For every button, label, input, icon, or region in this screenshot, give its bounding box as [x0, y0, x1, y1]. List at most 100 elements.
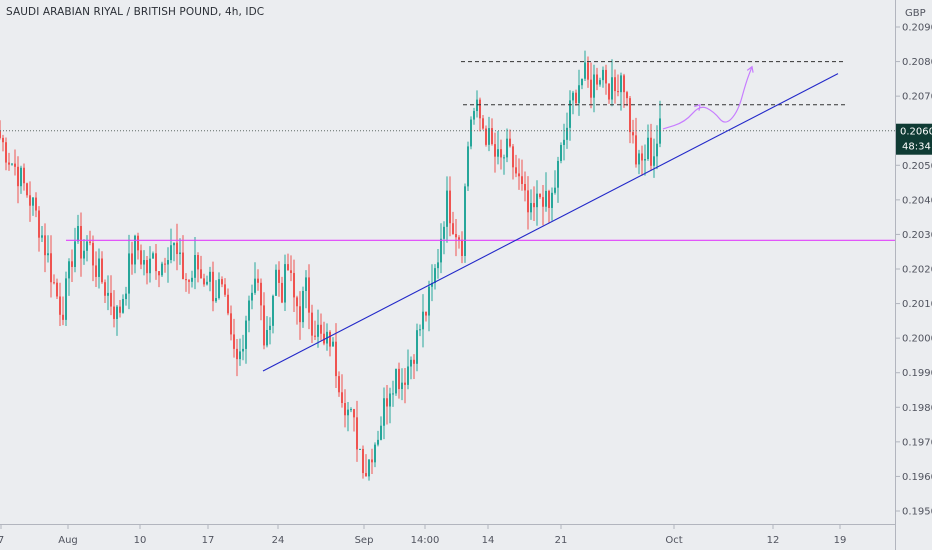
- candle-body: [386, 398, 388, 407]
- candle-body: [449, 190, 451, 224]
- candle-body: [404, 382, 406, 385]
- candle-body: [107, 292, 109, 296]
- candle-body: [266, 329, 268, 346]
- candle-body: [458, 237, 460, 240]
- candle-body: [161, 263, 163, 276]
- candle-body: [488, 128, 490, 145]
- candle-body: [602, 69, 604, 81]
- candle-body: [170, 245, 172, 261]
- candle-body: [95, 265, 97, 277]
- bar-countdown: 48:34: [902, 142, 931, 153]
- candle-body: [557, 160, 559, 188]
- candle-body: [11, 163, 13, 165]
- candle-body: [512, 146, 514, 168]
- candle-body: [212, 271, 214, 302]
- price-axis-currency: GBP: [905, 8, 926, 19]
- drawings: [0, 61, 895, 372]
- candle-body: [611, 77, 613, 100]
- candle-body: [410, 359, 412, 367]
- candle-body: [62, 314, 64, 320]
- candle-body: [578, 85, 580, 104]
- candle-body: [542, 197, 544, 207]
- candle-body: [245, 320, 247, 349]
- candle-body: [134, 235, 136, 265]
- time-tick-label: 10: [134, 535, 147, 546]
- candle-body: [503, 157, 505, 159]
- candle-body: [251, 292, 253, 301]
- time-tick-label: Sep: [355, 535, 374, 546]
- candle-body: [638, 153, 640, 165]
- candle-body: [614, 77, 616, 92]
- candle-body: [269, 325, 271, 330]
- price-axis[interactable]: [896, 0, 932, 550]
- candle-body: [254, 278, 256, 293]
- candle-body: [485, 128, 487, 145]
- candle-body: [356, 417, 358, 450]
- candle-body: [491, 128, 493, 145]
- time-tick-label: 14: [482, 535, 495, 546]
- candle-body: [227, 294, 229, 314]
- candle-body: [560, 144, 562, 161]
- projection-arrow-head: [694, 103, 701, 111]
- price-tick-label: 0.2090: [902, 23, 932, 34]
- candle-body: [533, 203, 535, 208]
- candle-body: [38, 210, 40, 238]
- candle-body: [377, 439, 379, 445]
- candle-body: [122, 299, 124, 313]
- candle-body: [518, 173, 520, 177]
- candle-body: [173, 242, 175, 246]
- candle-body: [257, 278, 259, 283]
- candle-body: [623, 75, 625, 93]
- chart-title: SAUDI ARABIAN RIYAL / BRITISH POUND, 4h,…: [6, 6, 265, 18]
- candle-body: [296, 297, 298, 307]
- candle-body: [230, 313, 232, 335]
- candle-body: [392, 393, 394, 395]
- candle-body: [374, 444, 376, 463]
- candle-body: [554, 187, 556, 193]
- candle-body: [152, 253, 154, 259]
- candle-body: [632, 132, 634, 136]
- candle-body: [380, 425, 382, 440]
- candle-body: [302, 290, 304, 323]
- candle-body: [368, 459, 370, 477]
- candle-body: [584, 62, 586, 79]
- candle-body: [575, 92, 577, 104]
- candle-body: [29, 195, 31, 206]
- candle-body: [5, 142, 7, 163]
- candle-body: [224, 284, 226, 295]
- candle-body: [47, 253, 49, 256]
- candle-body: [68, 261, 70, 279]
- candle-body: [206, 281, 208, 285]
- candle-body: [188, 280, 190, 282]
- candle-body: [239, 351, 241, 360]
- candle-body: [203, 278, 205, 285]
- candle-body: [437, 262, 439, 269]
- candle-body: [56, 282, 58, 297]
- trendline: [262, 73, 839, 372]
- time-tick-label: 17: [202, 535, 215, 546]
- candle-body: [515, 167, 517, 174]
- candle-body: [209, 271, 211, 282]
- candle-body: [332, 341, 334, 347]
- candle-body: [338, 376, 340, 393]
- last-price-badge: 0.2060 48:34: [896, 123, 932, 155]
- candle-body: [98, 258, 100, 277]
- candle-body: [215, 298, 217, 302]
- candle-body: [218, 279, 220, 299]
- candle-body: [155, 253, 157, 272]
- time-tick-label: Oct: [665, 535, 682, 546]
- candle-body: [314, 335, 316, 337]
- time-tick-label: 14:00: [411, 535, 440, 546]
- last-price-badge-bg: [896, 123, 932, 155]
- candle-body: [566, 127, 568, 140]
- candle-body: [248, 300, 250, 321]
- candle-body: [461, 239, 463, 256]
- candle-body: [164, 263, 166, 265]
